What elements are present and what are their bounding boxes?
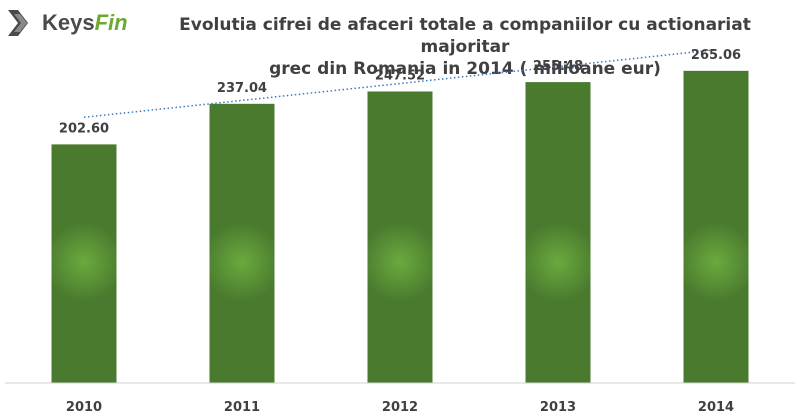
data-label-2010: 202.60 <box>59 121 109 136</box>
bar-2011 <box>209 103 275 384</box>
x-tick-label-2010: 2010 <box>66 400 102 415</box>
data-label-2013: 255.48 <box>533 59 583 74</box>
x-tick-label-2014: 2014 <box>698 400 734 415</box>
bars-layer <box>51 70 749 384</box>
bar-2013 <box>525 82 591 384</box>
x-tick-label-2013: 2013 <box>540 400 576 415</box>
data-labels-layer: 202.60 237.04 247.52 255.48 265.06 <box>59 48 741 137</box>
logo-keys-text: Keys <box>42 10 95 35</box>
logo-chevron-icon <box>8 10 28 36</box>
data-label-2011: 237.04 <box>217 81 267 96</box>
x-tick-labels-layer: 2010 2011 2012 2013 2014 <box>66 400 734 415</box>
keysfin-logo: KeysFin <box>6 6 128 40</box>
x-tick-label-2012: 2012 <box>382 400 418 415</box>
logo-fin-text: Fin <box>94 10 128 35</box>
bar-2012 <box>367 91 433 384</box>
data-label-2012: 247.52 <box>375 68 425 83</box>
logo-text: KeysFin <box>42 10 128 36</box>
chart-title-line-1: Evolutia cifrei de afaceri totale a comp… <box>179 15 751 57</box>
chart-title: Evolutia cifrei de afaceri totale a comp… <box>140 14 790 80</box>
chart-title-line-2: grec din Romania in 2014 ( milioane eur) <box>269 59 661 79</box>
bar-2014 <box>683 70 749 383</box>
x-tick-label-2011: 2011 <box>224 400 260 415</box>
data-label-2014: 265.06 <box>691 48 741 63</box>
bar-2010 <box>51 144 117 383</box>
